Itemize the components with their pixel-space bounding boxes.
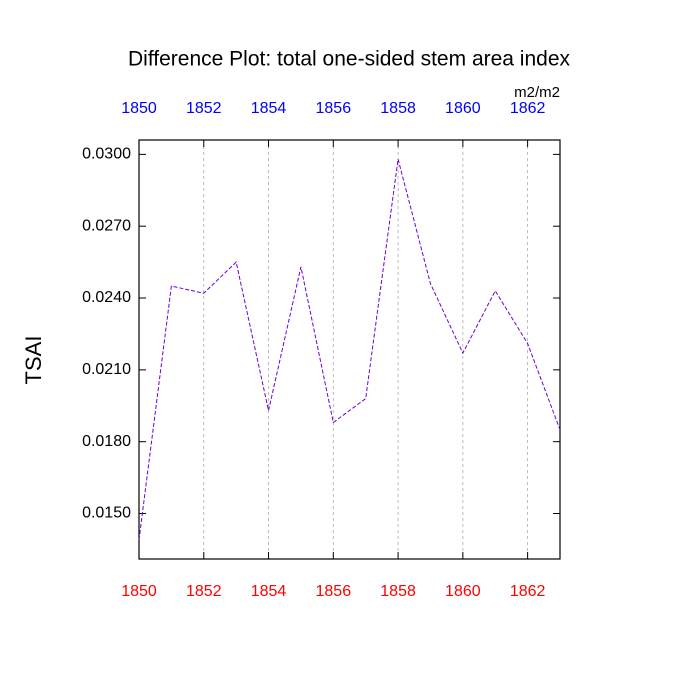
units-label: m2/m2 xyxy=(514,84,560,101)
x-tick-label: 1858 xyxy=(380,583,416,600)
y-axis-label: TSAI xyxy=(21,336,46,385)
y-tick-label: 0.0270 xyxy=(82,217,131,234)
x-tick-label-top: 1862 xyxy=(510,100,546,117)
y-tick-label: 0.0240 xyxy=(82,289,131,306)
x-tick-label-top: 1850 xyxy=(121,100,157,117)
data-line xyxy=(138,159,561,540)
x-tick-label-top: 1854 xyxy=(251,100,287,117)
x-tick-label: 1850 xyxy=(121,583,157,600)
x-tick-label-top: 1860 xyxy=(445,100,481,117)
x-tick-label: 1856 xyxy=(316,583,352,600)
y-tick-label: 0.0180 xyxy=(82,433,131,450)
y-tick-label: 0.0210 xyxy=(82,361,131,378)
x-tick-label-top: 1852 xyxy=(186,100,222,117)
x-tick-label-top: 1856 xyxy=(316,100,352,117)
x-tick-label-top: 1858 xyxy=(380,100,416,117)
x-tick-label: 1852 xyxy=(186,583,222,600)
x-tick-label: 1862 xyxy=(510,583,546,600)
y-tick-label: 0.0300 xyxy=(82,146,131,163)
x-tick-label: 1854 xyxy=(251,583,287,600)
plot-frame xyxy=(138,139,561,560)
x-tick-label: 1860 xyxy=(445,583,481,600)
y-tick-label: 0.0150 xyxy=(82,505,131,522)
chart-title: Difference Plot: total one-sided stem ar… xyxy=(128,48,571,71)
